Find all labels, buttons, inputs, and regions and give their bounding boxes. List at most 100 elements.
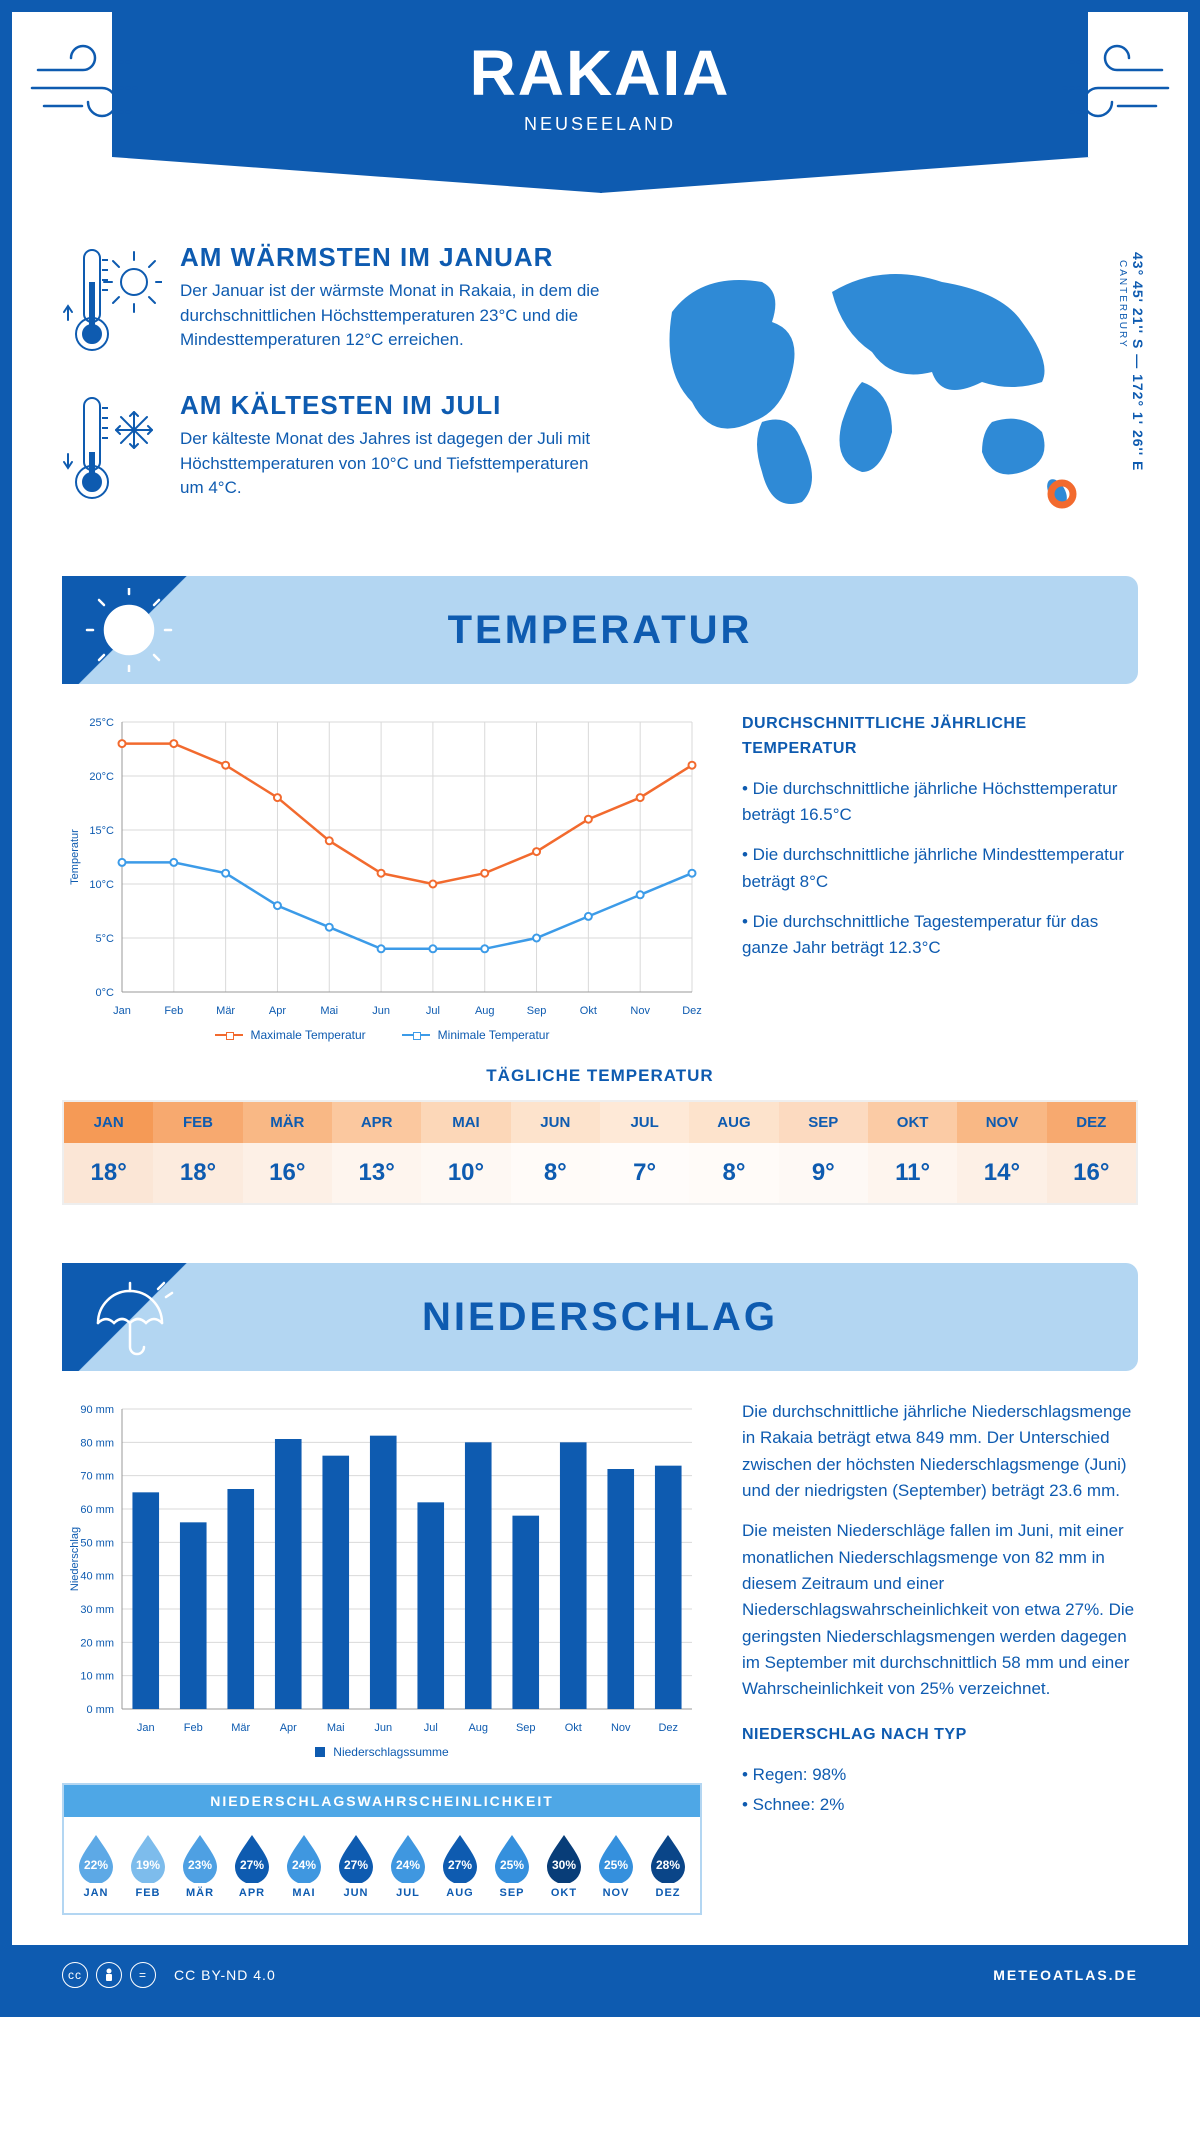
svg-text:10 mm: 10 mm [80, 1671, 114, 1683]
daily-cell: APR 13° [332, 1102, 421, 1203]
svg-text:Okt: Okt [580, 1005, 597, 1017]
svg-text:Sep: Sep [527, 1005, 547, 1017]
svg-text:Jan: Jan [137, 1722, 155, 1734]
svg-text:24%: 24% [396, 1858, 420, 1872]
drop-cell: 22% JAN [70, 1831, 122, 1899]
svg-text:27%: 27% [448, 1858, 472, 1872]
svg-text:Apr: Apr [269, 1005, 286, 1017]
daily-cell: JUN 8° [511, 1102, 600, 1203]
banner-title: TEMPERATUR [62, 608, 1138, 653]
daily-cell: JUL 7° [600, 1102, 689, 1203]
banner-title: NIEDERSCHLAG [62, 1295, 1138, 1340]
nd-icon: = [130, 1962, 156, 1988]
svg-text:Temperatur: Temperatur [69, 829, 81, 885]
drop-cell: 28% DEZ [642, 1831, 694, 1899]
svg-text:Okt: Okt [565, 1722, 582, 1734]
svg-text:90 mm: 90 mm [80, 1404, 114, 1416]
svg-text:Jan: Jan [113, 1005, 131, 1017]
world-map: 43° 45' 21'' S — 172° 1' 26'' E CANTERBU… [632, 242, 1152, 538]
svg-text:Mär: Mär [216, 1005, 235, 1017]
svg-text:Jul: Jul [426, 1005, 440, 1017]
daily-cell: DEZ 16° [1047, 1102, 1136, 1203]
svg-text:Mai: Mai [327, 1722, 345, 1734]
daily-cell: NOV 14° [957, 1102, 1046, 1203]
footer: cc = CC BY-ND 4.0 METEOATLAS.DE [12, 1945, 1188, 2005]
svg-text:19%: 19% [136, 1858, 160, 1872]
svg-text:28%: 28% [656, 1858, 680, 1872]
drop-cell: 30% OKT [538, 1831, 590, 1899]
svg-text:0 mm: 0 mm [87, 1704, 115, 1716]
precipitation-chart: 0 mm 10 mm 20 mm 30 mm 40 mm 50 mm 60 mm 70 mm 8… [62, 1399, 702, 1739]
daily-cell: MAI 10° [421, 1102, 510, 1203]
warm-title: AM WÄRMSTEN IM JANUAR [180, 242, 602, 273]
svg-text:25%: 25% [604, 1858, 628, 1872]
daily-temp-table: JAN 18° FEB 18° MÄR 16° APR 13° MAI 10° … [62, 1100, 1138, 1205]
svg-text:Jun: Jun [372, 1005, 390, 1017]
precip-probability: NIEDERSCHLAGSWAHRSCHEINLICHKEIT 22% JAN … [62, 1783, 702, 1915]
warm-text: Der Januar ist der wärmste Monat in Raka… [180, 279, 602, 353]
svg-text:10°C: 10°C [89, 879, 114, 891]
svg-text:Nov: Nov [611, 1722, 631, 1734]
svg-text:Niederschlag: Niederschlag [69, 1527, 81, 1591]
drop-cell: 27% AUG [434, 1831, 486, 1899]
brand: METEOATLAS.DE [993, 1967, 1138, 1983]
drop-cell: 24% MAI [278, 1831, 330, 1899]
drop-cell: 19% FEB [122, 1831, 174, 1899]
svg-text:80 mm: 80 mm [80, 1437, 114, 1449]
license: cc = CC BY-ND 4.0 [62, 1962, 276, 1988]
precip-info: Die durchschnittliche jährliche Niedersc… [742, 1399, 1138, 1915]
daily-cell: AUG 8° [689, 1102, 778, 1203]
page-subtitle: NEUSEELAND [12, 114, 1188, 135]
drop-cell: 23% MÄR [174, 1831, 226, 1899]
svg-text:Aug: Aug [468, 1722, 488, 1734]
svg-text:70 mm: 70 mm [80, 1471, 114, 1483]
drop-cell: 27% JUN [330, 1831, 382, 1899]
svg-text:Jun: Jun [374, 1722, 392, 1734]
daily-cell: JAN 18° [64, 1102, 153, 1203]
svg-text:25%: 25% [500, 1858, 524, 1872]
daily-cell: MÄR 16° [243, 1102, 332, 1203]
svg-text:30%: 30% [552, 1858, 576, 1872]
daily-temp-section: TÄGLICHE TEMPERATUR JAN 18° FEB 18° MÄR … [12, 1042, 1188, 1245]
by-icon [96, 1962, 122, 1988]
svg-text:40 mm: 40 mm [80, 1571, 114, 1583]
svg-text:0°C: 0°C [96, 987, 115, 999]
svg-text:15°C: 15°C [89, 825, 114, 837]
temperature-chart: 0°C5°C10°C15°C20°C25°CJanFebMärAprMaiJun… [62, 712, 702, 1022]
temperature-section: 0°C5°C10°C15°C20°C25°CJanFebMärAprMaiJun… [12, 712, 1188, 1042]
page: RAKAIA NEUSEELAND [0, 0, 1200, 2017]
svg-text:24%: 24% [292, 1858, 316, 1872]
svg-text:Dez: Dez [682, 1005, 702, 1017]
svg-text:Sep: Sep [516, 1722, 536, 1734]
drop-cell: 25% SEP [486, 1831, 538, 1899]
summary-section: AM WÄRMSTEN IM JANUAR Der Januar ist der… [12, 242, 1188, 558]
svg-text:30 mm: 30 mm [80, 1604, 114, 1616]
svg-text:Feb: Feb [164, 1005, 183, 1017]
svg-text:Feb: Feb [184, 1722, 203, 1734]
svg-text:25°C: 25°C [89, 717, 114, 729]
svg-text:60 mm: 60 mm [80, 1504, 114, 1516]
svg-text:20 mm: 20 mm [80, 1637, 114, 1649]
cc-icon: cc [62, 1962, 88, 1988]
annual-temp-info: DURCHSCHNITTLICHE JÄHRLICHE TEMPERATUR •… [742, 712, 1138, 1042]
drop-cell: 25% NOV [590, 1831, 642, 1899]
svg-text:Dez: Dez [658, 1722, 678, 1734]
svg-text:Aug: Aug [475, 1005, 495, 1017]
daily-cell: FEB 18° [153, 1102, 242, 1203]
temperature-banner: TEMPERATUR [62, 576, 1138, 684]
precipitation-section: 0 mm 10 mm 20 mm 30 mm 40 mm 50 mm 60 mm 70 mm 8… [12, 1399, 1188, 1915]
svg-text:50 mm: 50 mm [80, 1537, 114, 1549]
precipitation-banner: NIEDERSCHLAG [62, 1263, 1138, 1371]
cold-title: AM KÄLTESTEN IM JULI [180, 390, 602, 421]
coldest-block: AM KÄLTESTEN IM JULI Der kälteste Monat … [62, 390, 602, 510]
page-title: RAKAIA [12, 12, 1188, 110]
svg-text:Mai: Mai [320, 1005, 338, 1017]
svg-text:27%: 27% [240, 1858, 264, 1872]
svg-text:Apr: Apr [280, 1722, 297, 1734]
sun-icon [84, 588, 174, 672]
svg-text:Nov: Nov [630, 1005, 650, 1017]
drop-cell: 27% APR [226, 1831, 278, 1899]
precip-legend: Niederschlagssumme [62, 1745, 702, 1759]
drop-cell: 24% JUL [382, 1831, 434, 1899]
umbrella-icon [84, 1275, 174, 1359]
